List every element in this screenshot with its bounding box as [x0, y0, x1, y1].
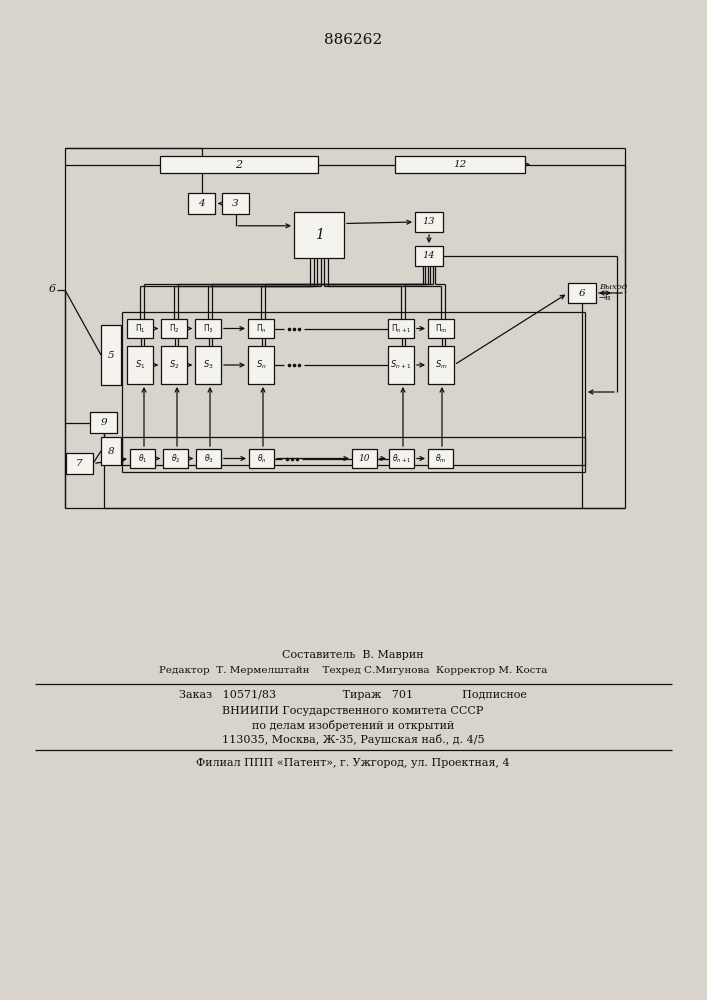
- Text: $\Pi_2$: $\Pi_2$: [169, 322, 180, 335]
- Bar: [188, 193, 215, 214]
- Bar: [415, 212, 443, 232]
- Text: $S_{n+1}$: $S_{n+1}$: [390, 359, 411, 371]
- Bar: [101, 325, 121, 385]
- Text: $S_1$: $S_1$: [135, 359, 145, 371]
- Text: Филиал ППП «Патент», г. Ужгород, ул. Проектная, 4: Филиал ППП «Патент», г. Ужгород, ул. Про…: [196, 758, 510, 768]
- Bar: [130, 449, 155, 468]
- Bar: [568, 283, 596, 303]
- Text: 13: 13: [423, 218, 436, 227]
- Bar: [127, 319, 153, 338]
- Text: $\theta_3$: $\theta_3$: [204, 452, 214, 465]
- Text: $\theta_m$: $\theta_m$: [435, 452, 446, 465]
- Text: 6: 6: [579, 288, 585, 298]
- Text: $S_m$: $S_m$: [435, 359, 448, 371]
- Text: 4: 4: [198, 199, 205, 208]
- Text: $S_2$: $S_2$: [169, 359, 180, 371]
- Bar: [415, 246, 443, 266]
- Text: ВНИИПИ Государственного комитета СССР: ВНИИПИ Государственного комитета СССР: [222, 706, 484, 716]
- Bar: [90, 412, 117, 433]
- Text: 7: 7: [76, 459, 83, 468]
- Text: $\theta_{n+1}$: $\theta_{n+1}$: [392, 452, 411, 465]
- Bar: [428, 449, 453, 468]
- Bar: [389, 449, 414, 468]
- Bar: [66, 453, 93, 474]
- Text: $\Pi_1$: $\Pi_1$: [134, 322, 146, 335]
- Text: Составитель  В. Маврин: Составитель В. Маврин: [282, 650, 423, 660]
- Text: 5: 5: [107, 351, 115, 360]
- Bar: [388, 346, 414, 384]
- Bar: [248, 346, 274, 384]
- Bar: [428, 346, 454, 384]
- Text: 8: 8: [107, 446, 115, 456]
- Text: 886262: 886262: [324, 33, 382, 47]
- Bar: [161, 319, 187, 338]
- Text: 1: 1: [315, 228, 323, 242]
- Bar: [395, 156, 525, 173]
- Bar: [101, 437, 121, 465]
- Text: 14: 14: [423, 251, 436, 260]
- Bar: [352, 449, 377, 468]
- Text: 10: 10: [358, 454, 370, 463]
- Text: 2: 2: [235, 159, 243, 169]
- Text: 6: 6: [49, 284, 56, 294]
- Bar: [294, 212, 344, 258]
- Bar: [160, 156, 318, 173]
- Bar: [127, 346, 153, 384]
- Text: $\Pi_n$: $\Pi_n$: [255, 322, 267, 335]
- Text: Заказ   10571/83                   Тираж   701              Подписное: Заказ 10571/83 Тираж 701 Подписное: [179, 690, 527, 700]
- Text: →н: →н: [599, 294, 612, 302]
- Text: 3: 3: [232, 199, 239, 208]
- Bar: [195, 319, 221, 338]
- Bar: [428, 319, 454, 338]
- Text: $\theta_2$: $\theta_2$: [170, 452, 180, 465]
- Text: $\theta_1$: $\theta_1$: [138, 452, 147, 465]
- Bar: [196, 449, 221, 468]
- Text: $\Pi_3$: $\Pi_3$: [203, 322, 214, 335]
- Text: Редактор  Т. Мермелштайн    Техред С.Мигунова  Корректор М. Коста: Редактор Т. Мермелштайн Техред С.Мигунов…: [159, 666, 547, 675]
- Bar: [195, 346, 221, 384]
- Text: $\theta_n$: $\theta_n$: [257, 452, 267, 465]
- Bar: [222, 193, 249, 214]
- Bar: [249, 449, 274, 468]
- Text: 9: 9: [100, 418, 107, 427]
- Bar: [161, 346, 187, 384]
- Text: $S_3$: $S_3$: [203, 359, 214, 371]
- Text: по делам изобретений и открытий: по делам изобретений и открытий: [252, 720, 454, 731]
- Text: $S_n$: $S_n$: [256, 359, 267, 371]
- Bar: [248, 319, 274, 338]
- Text: 12: 12: [453, 160, 467, 169]
- Bar: [388, 319, 414, 338]
- Bar: [163, 449, 188, 468]
- Text: $\Pi_m$: $\Pi_m$: [435, 322, 448, 335]
- Text: $\Pi_{n+1}$: $\Pi_{n+1}$: [391, 322, 411, 335]
- Text: Выход: Выход: [599, 283, 627, 291]
- Text: 113035, Москва, Ж-35, Раушская наб., д. 4/5: 113035, Москва, Ж-35, Раушская наб., д. …: [222, 734, 484, 745]
